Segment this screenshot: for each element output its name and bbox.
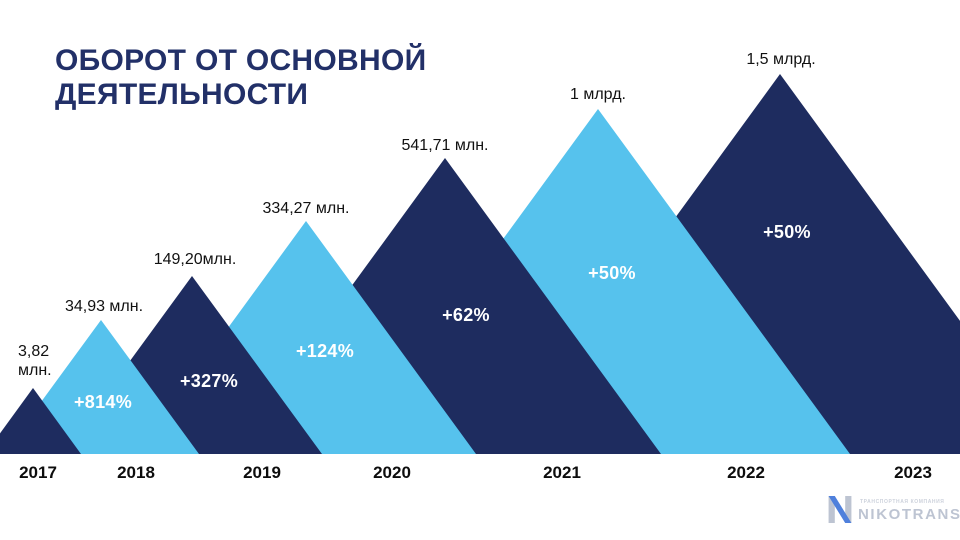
year-label-2019: 2019 (243, 463, 281, 482)
nikotrans-n-icon (828, 496, 852, 523)
growth-label-2023: +50% (763, 222, 811, 242)
value-label-2020: 334,27 млн. (262, 200, 350, 217)
growth-label-2021: +62% (442, 305, 490, 325)
value-label-2023: 1,5 млрд. (746, 51, 816, 68)
logo-company-name: NIKOTRANS (858, 506, 960, 523)
growth-label-2020: +124% (295, 341, 355, 361)
year-label-2020: 2020 (373, 463, 411, 482)
year-label-2017: 2017 (19, 463, 57, 482)
logo: ТРАНСПОРТНАЯ КОМПАНИЯ NIKOTRANS (828, 496, 960, 523)
year-label-2022: 2022 (727, 463, 765, 482)
year-label-2021: 2021 (543, 463, 581, 482)
page-title: ОБОРОТ ОТ ОСНОВНОЙ ДЕЯТЕЛЬНОСТИ (55, 44, 427, 111)
growth-label-2019: +327% (179, 371, 239, 391)
logo-text: ТРАНСПОРТНАЯ КОМПАНИЯ NIKOTRANS (858, 496, 960, 523)
year-label-2023: 2023 (894, 463, 932, 482)
value-label-2018: 34,93 млн. (64, 298, 144, 315)
growth-label-2022: +50% (588, 263, 636, 283)
value-label-2022: 1 млрд. (570, 86, 626, 103)
value-label-2019: 149,20млн. (153, 251, 237, 268)
value-label-2021: 541,71 млн. (401, 137, 489, 154)
growth-label-2018: +814% (73, 392, 133, 412)
logo-company-subtext: ТРАНСПОРТНАЯ КОМПАНИЯ (860, 499, 945, 505)
value-label-2017: 3,82 млн. (18, 343, 52, 379)
year-label-2018: 2018 (117, 463, 155, 482)
triangle-2017 (0, 388, 81, 454)
